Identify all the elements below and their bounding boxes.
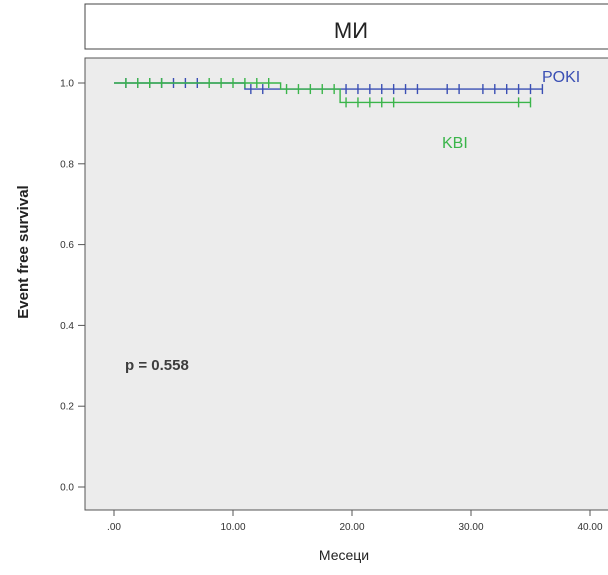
chart-title: МИ: [334, 18, 368, 43]
y-tick-label: 0.4: [60, 321, 74, 332]
y-tick-label: 0.6: [60, 240, 74, 251]
x-tick-label: .00: [107, 522, 121, 533]
title-box: [84, 3, 608, 50]
x-axis: .00 10.00 20.00 30.00 40.00: [107, 510, 603, 533]
plot-area: [84, 57, 608, 511]
y-axis: 0.0 0.2 0.4 0.6 0.8 1.0: [60, 79, 85, 494]
annotation-p-value: p = 0.558: [125, 357, 189, 374]
legend-label-kbi: KBI: [442, 135, 468, 152]
legend-label-poki: POKI: [542, 69, 580, 86]
x-tick-label: 20.00: [339, 522, 364, 533]
y-tick-label: 0.0: [60, 483, 74, 494]
x-axis-label: Месеци: [319, 547, 369, 563]
y-tick-label: 0.2: [60, 402, 74, 413]
x-tick-label: 10.00: [220, 522, 245, 533]
y-tick-label: 1.0: [60, 79, 74, 90]
series-layer: [114, 78, 544, 108]
y-tick-label: 0.8: [60, 159, 74, 170]
x-tick-label: 40.00: [577, 522, 602, 533]
y-axis-label: Event free survival: [15, 185, 32, 318]
x-tick-label: 30.00: [458, 522, 483, 533]
